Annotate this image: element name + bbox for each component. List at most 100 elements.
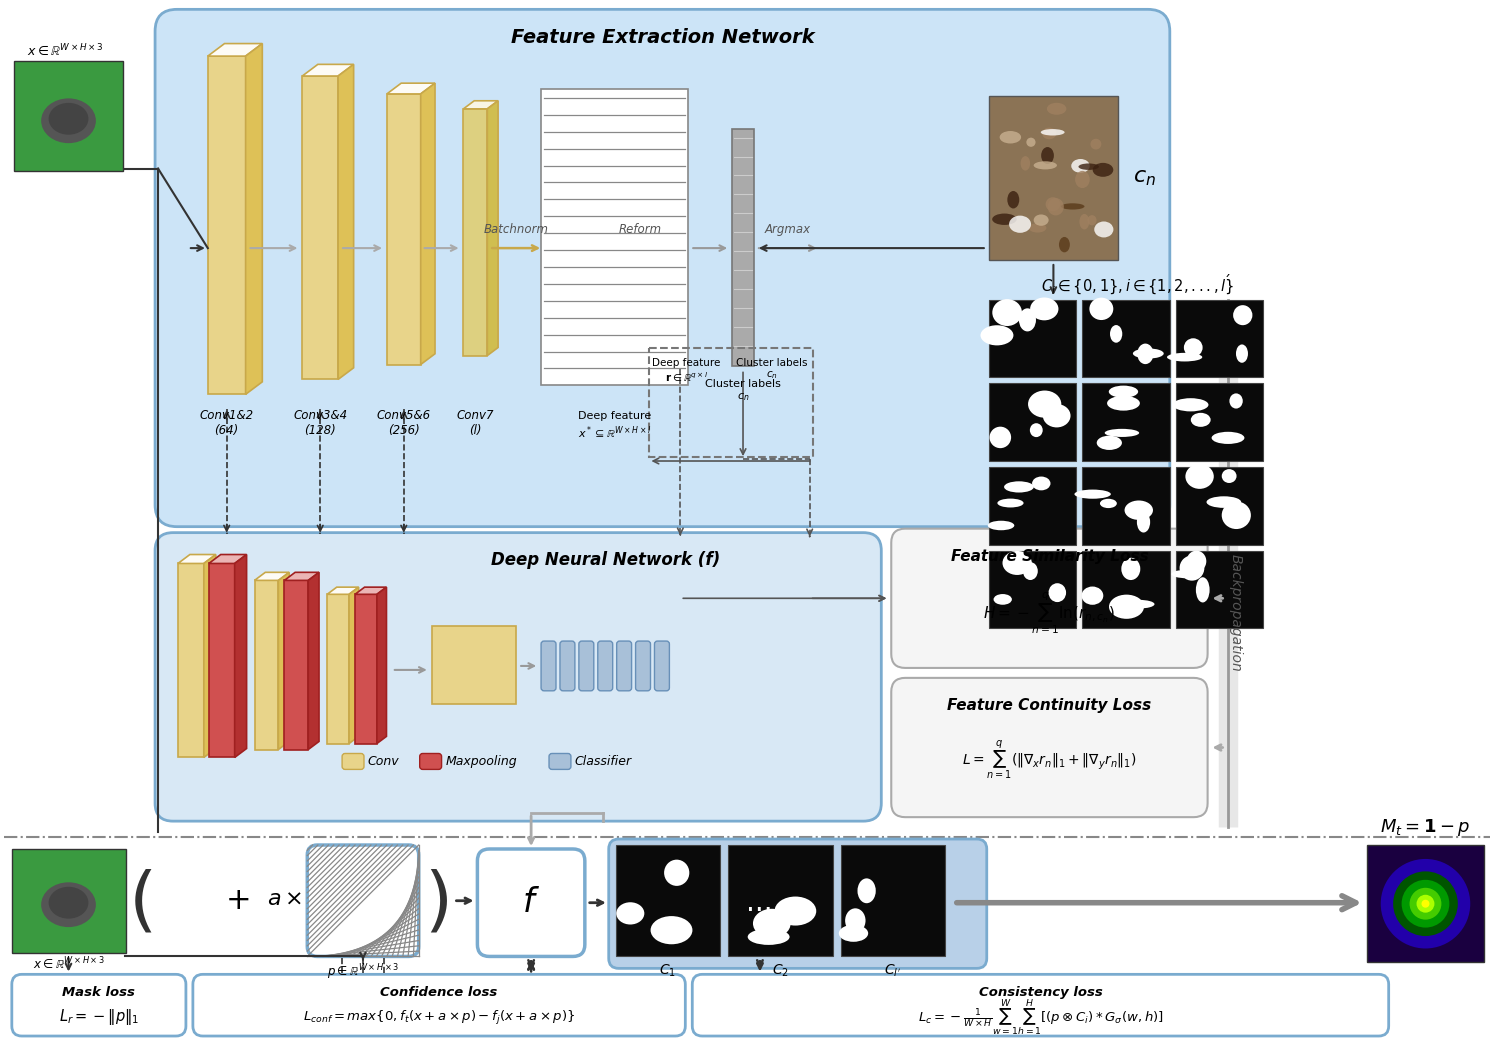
Polygon shape xyxy=(178,563,203,758)
Polygon shape xyxy=(235,555,247,758)
Polygon shape xyxy=(327,595,350,744)
Text: $C_i \in \{0,1\}, i \in \{1,2,...,l\'\}$: $C_i \in \{0,1\}, i \in \{1,2,...,l\'\}$ xyxy=(1041,273,1234,297)
Ellipse shape xyxy=(1212,432,1245,444)
Ellipse shape xyxy=(1094,222,1113,237)
FancyBboxPatch shape xyxy=(578,641,593,691)
Ellipse shape xyxy=(1047,199,1064,215)
Ellipse shape xyxy=(1041,130,1065,136)
Ellipse shape xyxy=(665,860,689,886)
Ellipse shape xyxy=(1125,501,1153,520)
Text: Classifier: Classifier xyxy=(575,754,632,768)
FancyBboxPatch shape xyxy=(892,678,1207,817)
Ellipse shape xyxy=(42,98,96,143)
FancyBboxPatch shape xyxy=(548,753,571,769)
Ellipse shape xyxy=(1207,496,1242,508)
Ellipse shape xyxy=(1167,353,1203,362)
FancyBboxPatch shape xyxy=(308,845,418,956)
Ellipse shape xyxy=(1222,469,1237,483)
Ellipse shape xyxy=(858,879,875,903)
Text: $L_r = -\|p\|_1$: $L_r = -\|p\|_1$ xyxy=(58,1007,139,1027)
Ellipse shape xyxy=(1019,308,1035,331)
Ellipse shape xyxy=(1110,325,1122,343)
Text: Deep feature
$\mathbf{r} \in \mathbb{R}^{q\times l}$: Deep feature $\mathbf{r} \in \mathbb{R}^… xyxy=(651,357,720,384)
Ellipse shape xyxy=(1236,345,1247,363)
Ellipse shape xyxy=(1137,512,1150,533)
Text: (: ( xyxy=(128,868,157,937)
Polygon shape xyxy=(338,65,354,379)
Ellipse shape xyxy=(1076,171,1089,188)
Text: Conv7
(l): Conv7 (l) xyxy=(457,410,495,437)
Ellipse shape xyxy=(49,887,88,919)
Text: $C_2$: $C_2$ xyxy=(772,962,789,978)
Ellipse shape xyxy=(42,882,96,927)
Text: Conv3&4
(128): Conv3&4 (128) xyxy=(293,410,347,437)
Ellipse shape xyxy=(1041,147,1053,164)
Text: $L_{conf} = max\{0, f_t(x + a \times p) - f_j(x + a \times p)\}$: $L_{conf} = max\{0, f_t(x + a \times p) … xyxy=(303,1009,575,1027)
Text: Cluster labels
$c_n$: Cluster labels $c_n$ xyxy=(737,357,808,381)
Ellipse shape xyxy=(1071,159,1089,172)
Ellipse shape xyxy=(1049,583,1067,602)
Bar xyxy=(728,845,832,956)
Ellipse shape xyxy=(988,520,1014,530)
FancyBboxPatch shape xyxy=(155,9,1170,527)
FancyBboxPatch shape xyxy=(608,839,986,969)
Ellipse shape xyxy=(1034,214,1049,226)
Ellipse shape xyxy=(994,594,1011,605)
Ellipse shape xyxy=(1185,464,1213,489)
Text: ): ) xyxy=(424,868,453,937)
Ellipse shape xyxy=(1089,298,1113,320)
Ellipse shape xyxy=(1380,859,1470,949)
FancyBboxPatch shape xyxy=(12,974,185,1036)
Ellipse shape xyxy=(1392,872,1458,936)
Text: ...: ... xyxy=(746,888,772,916)
Text: Cluster labels
$c_n$: Cluster labels $c_n$ xyxy=(705,379,781,402)
Ellipse shape xyxy=(1230,393,1243,409)
Ellipse shape xyxy=(1186,551,1206,572)
FancyBboxPatch shape xyxy=(635,641,650,691)
FancyBboxPatch shape xyxy=(342,753,365,769)
FancyBboxPatch shape xyxy=(420,753,442,769)
Bar xyxy=(1082,384,1170,461)
Polygon shape xyxy=(387,94,421,365)
Ellipse shape xyxy=(1416,895,1434,912)
Text: Confidence loss: Confidence loss xyxy=(381,985,498,999)
Ellipse shape xyxy=(1002,551,1032,575)
Polygon shape xyxy=(254,580,278,749)
Text: Argmax: Argmax xyxy=(765,224,811,236)
Ellipse shape xyxy=(1023,562,1038,580)
FancyBboxPatch shape xyxy=(560,641,575,691)
Text: Consistency loss: Consistency loss xyxy=(979,985,1103,999)
Ellipse shape xyxy=(1088,215,1097,226)
Ellipse shape xyxy=(1029,423,1043,437)
Ellipse shape xyxy=(1026,138,1035,147)
Ellipse shape xyxy=(1171,570,1203,578)
Bar xyxy=(1082,467,1170,544)
Ellipse shape xyxy=(1080,214,1089,230)
Ellipse shape xyxy=(1008,215,1031,233)
Ellipse shape xyxy=(1109,386,1138,398)
Ellipse shape xyxy=(989,426,1011,448)
Ellipse shape xyxy=(1180,556,1204,581)
Ellipse shape xyxy=(1222,502,1250,529)
Text: $M_t = \mathbf{1} - p$: $M_t = \mathbf{1} - p$ xyxy=(1380,816,1470,838)
Bar xyxy=(989,384,1076,461)
Polygon shape xyxy=(302,76,338,379)
Ellipse shape xyxy=(1421,900,1430,908)
Ellipse shape xyxy=(1122,600,1155,608)
Polygon shape xyxy=(387,84,435,94)
Text: Conv5&6
(256): Conv5&6 (256) xyxy=(376,410,430,437)
Polygon shape xyxy=(302,65,354,76)
Ellipse shape xyxy=(992,213,1017,225)
Polygon shape xyxy=(284,580,308,749)
Ellipse shape xyxy=(1100,498,1118,508)
Text: $+$: $+$ xyxy=(226,886,249,915)
Ellipse shape xyxy=(1122,558,1140,580)
Ellipse shape xyxy=(1191,413,1210,426)
Polygon shape xyxy=(463,109,487,355)
Ellipse shape xyxy=(1028,391,1061,418)
Ellipse shape xyxy=(650,916,692,945)
Bar xyxy=(648,348,813,457)
Ellipse shape xyxy=(1183,339,1203,356)
Bar xyxy=(541,89,689,386)
Ellipse shape xyxy=(1107,396,1140,411)
